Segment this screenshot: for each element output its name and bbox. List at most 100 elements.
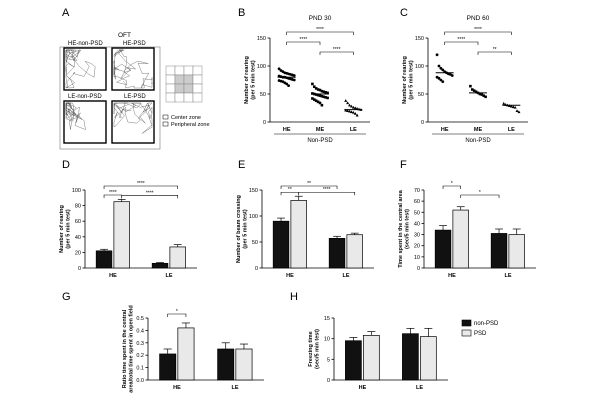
x-tick-label: HE [173, 385, 181, 391]
data-point [437, 76, 441, 80]
panel-letter-g: G [62, 291, 71, 303]
significance-label: **** [316, 27, 324, 33]
y-tick-label: 50 [260, 92, 266, 98]
data-point [513, 105, 517, 109]
bar [452, 209, 469, 269]
significance-label: * [451, 181, 453, 187]
peripheral-zone-cell [192, 65, 203, 76]
panel-h-chart: H 0 5 10 15 Freezing time (sec/5 min test) HE L… [290, 291, 499, 391]
significance-label: ** [307, 181, 311, 187]
bar [402, 333, 419, 381]
arena-track [113, 49, 153, 89]
y-tick-label: 150 [257, 36, 266, 42]
data-point [318, 94, 322, 97]
y-tick-label: 40 [75, 235, 81, 241]
y-axis-label: (per 5 min test) [243, 209, 249, 249]
significance-label: **** [333, 47, 341, 53]
significance-bracket [442, 185, 462, 189]
y-axis-label: (per 5 min test) [66, 209, 72, 249]
y-axis-label: Number of rearing [402, 56, 408, 104]
peripheral-zone-cell [183, 92, 194, 103]
oft-title: OFT [118, 32, 131, 39]
y-tick-label: 30 [414, 233, 420, 239]
y-tick-label: 50 [414, 210, 420, 216]
peripheral-zone-cell [174, 92, 185, 103]
data-point [515, 109, 519, 112]
significance-label: **** [323, 187, 331, 193]
x-tick-label: LE [416, 385, 423, 391]
legend-swatch [461, 319, 472, 327]
y-tick-label: 40 [414, 221, 420, 227]
bar [434, 229, 452, 269]
peripheral-zone-swatch [162, 121, 169, 127]
peripheral-zone-cell [165, 92, 176, 103]
data-point [311, 82, 314, 86]
significance-label: * [479, 190, 481, 196]
x-tick-label: ME [316, 127, 325, 133]
significance-label: **** [474, 27, 482, 33]
significance-label: **** [109, 190, 117, 196]
significance-bracket [103, 185, 179, 189]
bar [290, 200, 307, 269]
data-point [355, 106, 359, 110]
y-tick-label: 70 [414, 188, 420, 194]
bar [328, 238, 346, 269]
y-axis-label: Number of beam crossing [236, 195, 242, 263]
bar [420, 336, 437, 381]
panel-letter-a: A [62, 7, 70, 19]
data-point [437, 64, 441, 68]
data-point [482, 94, 485, 97]
y-axis-label: Time spent in the central area [398, 189, 404, 267]
y-axis-label: (per 5 min test) [409, 60, 415, 100]
data-point [287, 84, 290, 87]
data-point [351, 105, 355, 109]
data-point [292, 74, 296, 77]
significance-bracket [460, 194, 500, 198]
significance-label: **** [146, 190, 154, 196]
y-tick-label: 100 [249, 214, 258, 220]
x-tick-label: LE [508, 127, 515, 133]
x-tick-label: HE [109, 273, 117, 279]
legend-label: non-PSD [474, 321, 499, 327]
center-zone-swatch [162, 114, 169, 120]
y-tick-label: 0.0 [136, 378, 144, 384]
data-point [511, 105, 515, 109]
data-point [324, 91, 327, 94]
data-point [502, 101, 506, 105]
x-tick-label: HE [448, 273, 456, 279]
data-point [478, 92, 482, 96]
y-tick-label: 60 [75, 219, 81, 225]
bar [113, 201, 130, 269]
peripheral-zone-cell [183, 65, 194, 76]
data-point [509, 104, 513, 108]
data-point [439, 78, 443, 82]
y-tick-label: 10 [414, 255, 420, 261]
bar [345, 340, 362, 381]
panel-letter-b: B [238, 7, 245, 19]
arena-box [111, 47, 155, 91]
data-point [277, 67, 281, 71]
panel-letter-c: C [400, 7, 408, 19]
label-he-non-psd: HE-non-PSD [68, 41, 103, 47]
bar [217, 348, 235, 381]
y-tick-label: 80 [75, 204, 81, 210]
bar [363, 335, 380, 381]
x-tick-label: ME [474, 127, 483, 133]
bar [177, 327, 195, 381]
panel-a-open-field: A OFT HE-non-PSD HE-PSD LE-non-PSD LE-PS… [59, 7, 210, 150]
y-axis-label: (sec/5 min test) [315, 329, 321, 369]
peripheral-zone-cell [165, 74, 176, 85]
data-point [326, 91, 329, 95]
chart-title: PND 60 [467, 15, 490, 22]
data-point [318, 101, 322, 105]
x-axis-label: Non-PSD [465, 138, 491, 144]
peripheral-zone-cell [192, 92, 203, 103]
significance-label: **** [457, 37, 465, 43]
data-point [355, 113, 359, 117]
panel-b-chart: B 0 50 100 150 Number of rearing (per 5 min t… [238, 7, 370, 144]
data-point [480, 93, 484, 96]
significance-bracket [167, 313, 187, 317]
panel-f-chart: F 0 10 20 30 40 50 60 70 Time spent in the centr… [398, 159, 536, 279]
y-tick-label: 100 [415, 64, 424, 70]
significance-bracket [121, 195, 179, 199]
